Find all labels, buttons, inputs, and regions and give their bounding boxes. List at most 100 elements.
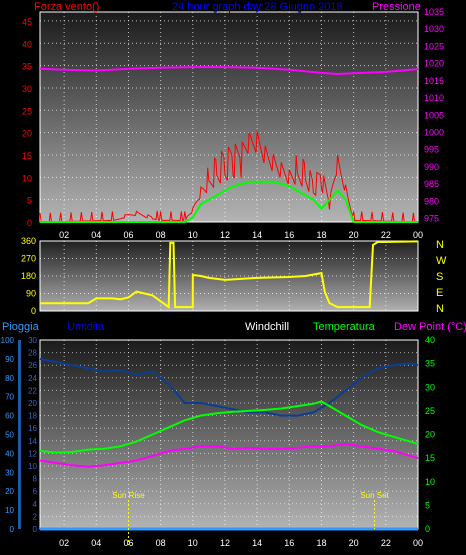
y-tick-pressure: 1005 <box>424 110 444 120</box>
y-tick-pressure: 1030 <box>424 24 444 34</box>
y-tick-humidity: 6 <box>33 487 38 496</box>
x-tick-label: 02 <box>59 538 69 548</box>
y-tick-wind: 15 <box>22 151 32 161</box>
y-tick-pressure: 985 <box>424 179 439 189</box>
wind-grid: 0510152025303540459759809859909951000100… <box>22 7 444 240</box>
y-tick-humidity: 30 <box>28 336 37 345</box>
x-tick-label: 10 <box>188 230 198 240</box>
wind-panel <box>39 11 419 223</box>
compass-letter: W <box>436 255 447 267</box>
y-tick-humidity: 18 <box>28 412 37 421</box>
temperature-grid: 0246810121416182022242628300102030405060… <box>1 335 435 548</box>
temperature-series <box>39 357 419 531</box>
x-tick-label: 18 <box>316 230 326 240</box>
direction-series <box>40 240 419 310</box>
y-tick-direction: 360 <box>21 236 36 246</box>
y-tick-rain: 60 <box>5 412 14 421</box>
y-tick-rain: 50 <box>5 431 14 440</box>
sun-markers: Sun Rise Sun Set <box>112 491 390 545</box>
x-tick-label: 04 <box>91 230 101 240</box>
y-tick-wind: 40 <box>22 39 32 49</box>
x-tick-label: 22 <box>381 538 391 548</box>
y-tick-rain: 40 <box>5 449 14 458</box>
dewpoint-line <box>39 442 419 468</box>
y-tick-temperature: 30 <box>425 382 435 392</box>
y-tick-temperature: 40 <box>425 335 435 345</box>
x-tick-label: 12 <box>220 230 230 240</box>
y-tick-wind: 45 <box>22 17 32 27</box>
sunrise-label: Sun Rise <box>112 491 145 500</box>
y-tick-temperature: 35 <box>425 359 435 369</box>
y-tick-humidity: 16 <box>28 424 37 433</box>
x-tick-label: 06 <box>123 230 133 240</box>
x-tick-label: 10 <box>188 538 198 548</box>
y-tick-rain: 30 <box>5 468 14 477</box>
y-tick-wind: 5 <box>27 196 32 206</box>
y-tick-rain: 20 <box>5 487 14 496</box>
y-tick-wind: 0 <box>27 218 32 228</box>
x-tick-label: 22 <box>381 230 391 240</box>
y-tick-temperature: 15 <box>425 453 435 463</box>
y-tick-direction: 0 <box>31 306 36 316</box>
y-tick-humidity: 22 <box>28 386 37 395</box>
y-tick-humidity: 24 <box>28 374 37 383</box>
humidity-line <box>39 357 419 417</box>
x-tick-label: 16 <box>284 538 294 548</box>
x-tick-label: 18 <box>316 538 326 548</box>
y-tick-temperature: 25 <box>425 406 435 416</box>
y-tick-pressure: 980 <box>424 196 439 206</box>
header-pressure-label: Pressione <box>372 1 421 13</box>
y-tick-temperature: 0 <box>425 524 430 534</box>
y-tick-pressure: 1000 <box>424 127 444 137</box>
y-tick-humidity: 28 <box>28 349 37 358</box>
y-tick-pressure: 975 <box>424 214 439 224</box>
rain-label: Pioggia <box>2 321 40 333</box>
x-tick-label: 20 <box>349 538 359 548</box>
x-tick-label: 04 <box>91 538 101 548</box>
y-tick-direction: 270 <box>21 254 36 264</box>
x-tick-label: 14 <box>252 230 262 240</box>
x-tick-label: 08 <box>156 230 166 240</box>
y-tick-direction: 90 <box>26 289 36 299</box>
y-tick-humidity: 2 <box>33 512 38 521</box>
y-tick-pressure: 1010 <box>424 93 444 103</box>
y-tick-wind: 30 <box>22 84 32 94</box>
temperature-line <box>39 400 419 454</box>
y-tick-wind: 35 <box>22 62 32 72</box>
y-tick-direction: 180 <box>21 271 36 281</box>
y-tick-humidity: 12 <box>28 449 37 458</box>
y-tick-humidity: 10 <box>28 462 37 471</box>
y-tick-pressure: 995 <box>424 145 439 155</box>
y-tick-temperature: 5 <box>425 500 430 510</box>
y-tick-rain: 10 <box>5 506 14 515</box>
windchill-label: Windchill <box>245 321 289 333</box>
sunset-label: Sun Set <box>360 491 389 500</box>
compass-letter: N <box>436 239 444 251</box>
header-date-title: 24 hour graph day 28 Giugno 2018 <box>172 1 343 13</box>
pressure-line <box>39 66 419 76</box>
y-tick-pressure: 1025 <box>424 41 444 51</box>
y-tick-humidity: 0 <box>33 525 38 534</box>
y-tick-wind: 10 <box>22 173 32 183</box>
x-tick-label: 20 <box>349 230 359 240</box>
y-tick-wind: 25 <box>22 106 32 116</box>
x-tick-label: 12 <box>220 538 230 548</box>
temperature-label: Temperatura <box>313 321 376 333</box>
y-tick-pressure: 1015 <box>424 76 444 86</box>
y-tick-humidity: 8 <box>33 475 38 484</box>
wind-series <box>39 66 419 223</box>
y-tick-humidity: 20 <box>28 399 37 408</box>
y-tick-humidity: 14 <box>28 437 37 446</box>
x-tick-label: 08 <box>156 538 166 548</box>
wind-average-line <box>40 180 418 223</box>
humidity-label: Umidita <box>67 321 105 333</box>
wind-direction-line <box>40 240 419 310</box>
y-tick-rain: 90 <box>5 355 14 364</box>
x-tick-label: 00 <box>413 538 423 548</box>
y-tick-pressure: 1035 <box>424 7 444 17</box>
y-tick-rain: 0 <box>10 525 15 534</box>
wind-speed-line <box>39 131 417 223</box>
compass-letter: E <box>436 287 443 299</box>
